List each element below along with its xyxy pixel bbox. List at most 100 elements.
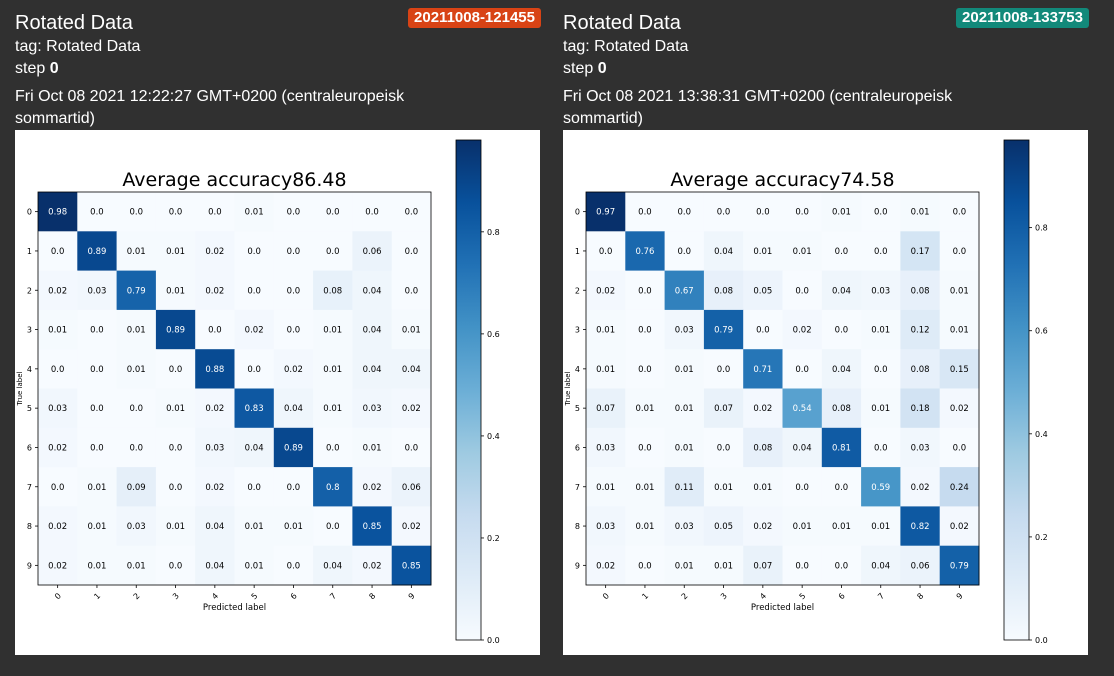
heatmap-cell [821,270,862,311]
heatmap-cell [352,467,393,507]
heatmap-cell [352,545,393,586]
chart-title: Average accuracy74.58 [670,169,894,191]
heatmap-cell [391,545,432,586]
walltime: Fri Oct 08 2021 12:22:27 GMT+0200 (centr… [15,88,405,127]
run-badge[interactable]: 20211008-133753 [956,8,1089,28]
x-tick-label: 0 [53,591,63,601]
cell-value-label: 0.0 [638,326,652,336]
heatmap-cell [782,506,823,547]
run-badge[interactable]: 20211008-121455 [408,8,541,28]
heatmap-cell [900,467,941,507]
heatmap-cell [391,349,432,389]
cell-value-label: 0.0 [287,286,301,296]
heatmap-cell [273,270,314,311]
cell-value-label: 0.04 [363,365,382,375]
cell-value-label: 0.0 [835,483,849,493]
cell-value-label: 0.08 [753,443,772,453]
cell-value-label: 0.0 [326,208,340,218]
cell-value-label: 0.07 [714,404,733,414]
heatmap-cell [234,388,275,429]
cell-value-label: 0.03 [48,404,67,414]
x-tick-label: 7 [876,591,886,601]
heatmap-cell [234,231,275,272]
cell-value-label: 0.0 [874,247,888,257]
y-tick-label: 3 [575,326,580,335]
heatmap-cell [352,349,393,389]
heatmap-cell [625,506,666,547]
y-tick-label: 4 [575,365,580,374]
cell-value-label: 0.0 [405,443,419,453]
cell-value-label: 0.01 [87,483,106,493]
heatmap-cell [821,545,862,586]
cell-value-label: 0.0 [208,326,222,336]
cell-value-label: 0.01 [245,208,264,218]
cell-value-label: 0.0 [169,365,183,375]
cell-value-label: 0.01 [871,404,890,414]
heatmap-cell [352,270,393,311]
confusion-matrix-image[interactable]: Average accuracy74.58 0.97 0.0 0.0 0.0 0.0 0.0… [563,130,1088,655]
heatmap-cell [939,270,980,311]
colorbar-tick-label: 0.6 [487,330,500,339]
heatmap-cell [743,192,783,232]
cell-value-label: 0.01 [596,365,615,375]
colorbar-tick-label: 0.2 [487,534,500,543]
cell-value-label: 0.0 [90,365,104,375]
heatmap-cell [391,388,432,429]
heatmap-cell [625,545,666,586]
heatmap-cell [77,545,118,586]
heatmap-cell [313,192,353,232]
cell-value-label: 0.03 [205,443,224,453]
cell-value-label: 0.02 [205,247,224,257]
heatmap-cell [861,349,901,389]
cell-value-label: 0.02 [911,483,930,493]
cell-value-label: 0.0 [953,247,967,257]
heatmap-cell [821,467,862,507]
heatmap-cell [313,388,353,429]
heatmap-cell [782,388,823,429]
cell-value-label: 0.08 [832,404,851,414]
heatmap-cell [77,506,118,547]
heatmap-cell [586,270,626,311]
heatmap-cell [116,349,157,389]
heatmap-cell [900,270,941,311]
cell-value-label: 0.0 [287,247,301,257]
x-tick-label: 5 [250,591,260,601]
heatmap-cell [391,467,432,507]
heatmap-cell [625,427,666,468]
tag-label: tag: Rotated Data [15,38,141,55]
cell-value-label: 0.0 [599,247,613,257]
cell-value-label: 0.76 [635,247,654,257]
cell-value-label: 0.01 [166,522,185,532]
y-tick-label: 7 [575,483,580,492]
heatmap-cell [273,506,314,547]
cell-value-label: 0.07 [753,561,772,571]
heatmap-cell [77,427,118,468]
heatmap-cell [821,231,862,272]
cell-value-label: 0.01 [245,561,264,571]
heatmap-cell [625,467,666,507]
heatmap-cell [38,349,78,389]
heatmap-cell [155,349,196,389]
heatmap-cell [900,231,941,272]
cell-value-label: 0.0 [795,483,809,493]
y-axis-label: True label [16,371,24,406]
cell-value-label: 0.0 [90,443,104,453]
heatmap-cell [313,270,353,311]
cell-value-label: 0.01 [753,483,772,493]
cell-value-label: 0.0 [129,208,143,218]
heatmap-cell [703,427,744,468]
heatmap-cell [900,192,941,232]
walltime: Fri Oct 08 2021 13:38:31 GMT+0200 (centr… [563,88,953,127]
heatmap-cell [939,309,980,350]
cell-value-label: 0.07 [596,404,615,414]
heatmap-cell [900,545,941,586]
heatmap-cell [155,192,196,232]
confusion-matrix-image[interactable]: Average accuracy86.48 0.98 0.0 0.0 0.0 0.0 0.0… [15,130,540,655]
matrix-frame [37,191,432,586]
cell-value-label: 0.11 [675,483,694,493]
cell-value-label: 0.03 [675,326,694,336]
heatmap-cell [195,270,235,311]
heatmap-cell [703,467,744,507]
heatmap-cell [273,231,314,272]
cell-value-label: 0.24 [950,483,969,493]
